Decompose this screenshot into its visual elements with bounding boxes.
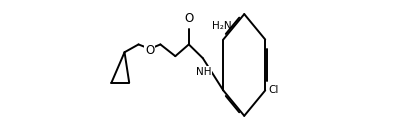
Text: NH: NH	[196, 67, 211, 77]
Text: Cl: Cl	[268, 85, 279, 95]
Text: O: O	[145, 44, 154, 57]
Text: O: O	[184, 12, 194, 26]
Text: H₂N: H₂N	[212, 21, 232, 31]
